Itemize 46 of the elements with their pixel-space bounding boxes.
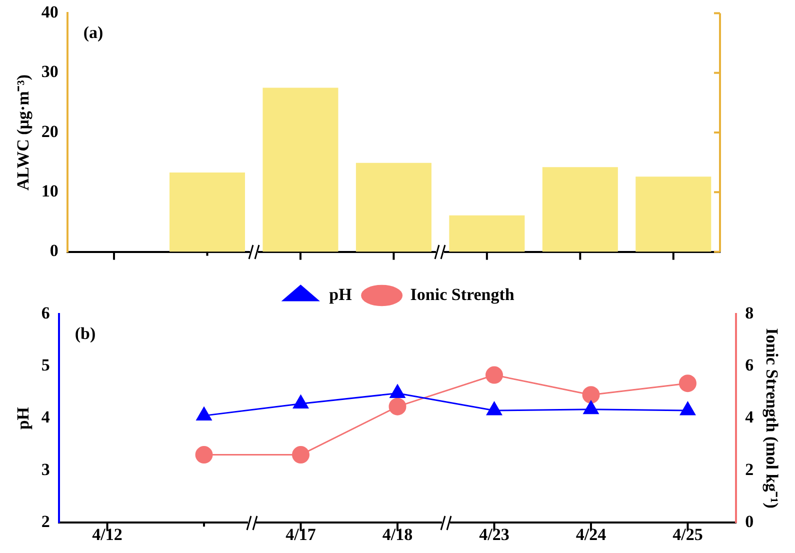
point [292, 446, 310, 464]
y-axis-title: pH [14, 406, 33, 430]
point [293, 394, 308, 408]
x-tick-label: 4/12 [92, 525, 122, 544]
text: (a) [83, 23, 104, 42]
x-tick-label: 4/18 [382, 525, 413, 544]
bar [636, 176, 712, 252]
point [680, 402, 696, 416]
y2-tick-label: 8 [745, 303, 754, 322]
point [195, 446, 213, 464]
y-tick-label: 20 [41, 122, 58, 141]
y-tick-label: 5 [41, 356, 50, 375]
y-tick-label: 40 [41, 2, 58, 22]
y2-tick-label: 6 [745, 356, 754, 375]
bar [169, 172, 245, 252]
bar [356, 162, 432, 252]
y-axis-title: ALWC (μg·m⁻³) [14, 74, 33, 190]
x-tick-label: 4/17 [286, 525, 316, 544]
point [486, 402, 502, 416]
point [583, 400, 599, 414]
x-tick-label: 4/25 [672, 525, 703, 544]
bar [542, 167, 618, 252]
legend-label: Ionic Strength [410, 284, 515, 304]
y2-tick-label: 0 [745, 512, 754, 531]
x-tick-label: 4/24 [576, 525, 607, 544]
point [196, 406, 212, 420]
bar [449, 215, 525, 252]
y-tick-label: 2 [41, 512, 50, 531]
y-tick-label: 3 [41, 460, 50, 479]
y-tick-label: 30 [41, 62, 58, 82]
point [388, 398, 406, 416]
point [390, 384, 406, 398]
point [582, 386, 600, 404]
y2-tick-label: 2 [745, 460, 754, 479]
y2-tick-label: 4 [745, 408, 754, 427]
y-tick-label: 4 [41, 408, 50, 427]
bar [262, 88, 338, 252]
legend-label: pH [329, 284, 352, 304]
point [678, 374, 696, 392]
point [485, 366, 503, 384]
y-tick-label: 6 [41, 303, 50, 322]
x-tick-label: 4/23 [479, 525, 510, 544]
y-tick-label: 10 [41, 182, 58, 201]
y2-axis-title: Ionic Strength (mol kg⁻¹) [762, 328, 782, 508]
text: (b) [74, 324, 96, 343]
y-tick-label: 0 [50, 241, 58, 260]
